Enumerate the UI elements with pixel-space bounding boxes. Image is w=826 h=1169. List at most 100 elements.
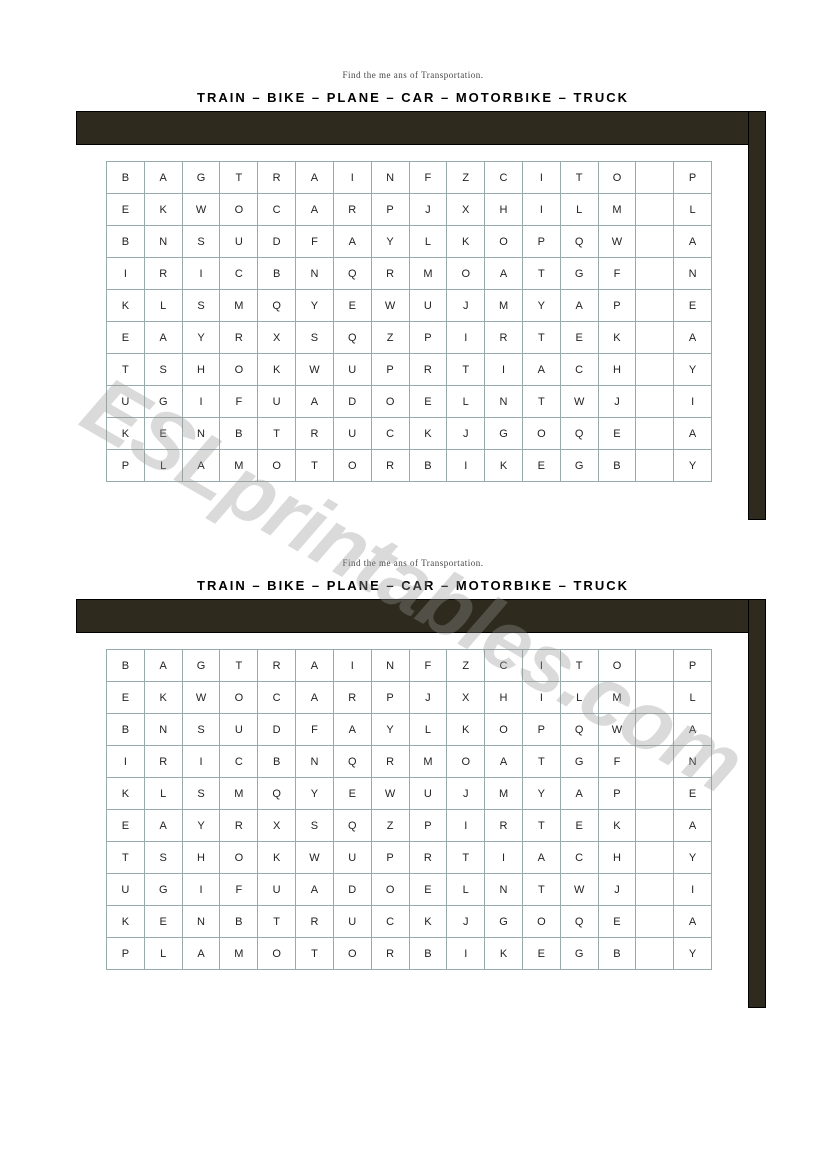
- grid-cell: Q: [258, 778, 296, 810]
- grid-cell: T: [560, 650, 598, 682]
- grid-cell: C: [220, 258, 258, 290]
- grid-cell: L: [144, 290, 182, 322]
- grid-cell: J: [598, 874, 636, 906]
- grid-cell: K: [107, 906, 145, 938]
- instruction-text: Find the me ans of Transportation.: [90, 558, 736, 568]
- grid-cell: K: [258, 842, 296, 874]
- grid-cell: B: [598, 938, 636, 970]
- grid-cell: Y: [522, 290, 560, 322]
- grid-cell: L: [560, 682, 598, 714]
- grid-cell: R: [409, 842, 447, 874]
- grid-cell: B: [258, 746, 296, 778]
- instruction-text: Find the me ans of Transportation.: [90, 70, 736, 80]
- grid-cell: E: [107, 810, 145, 842]
- grid-cell: F: [220, 874, 258, 906]
- grid-cell: K: [107, 418, 145, 450]
- grid-cell: E: [560, 322, 598, 354]
- grid-cell: P: [674, 650, 712, 682]
- grid-cell: K: [447, 226, 485, 258]
- grid-cell: I: [333, 650, 371, 682]
- grid-cell: J: [447, 290, 485, 322]
- grid-cell: O: [371, 386, 409, 418]
- grid-cell: N: [296, 258, 334, 290]
- grid-cell: W: [182, 682, 220, 714]
- grid-cell: S: [296, 810, 334, 842]
- grid-cell: W: [560, 386, 598, 418]
- grid-cell: N: [371, 650, 409, 682]
- grid-cell: P: [107, 450, 145, 482]
- grid-cell: C: [258, 682, 296, 714]
- grid-cell: Q: [333, 322, 371, 354]
- grid-cell: H: [485, 194, 523, 226]
- puzzle-block-1: Find the me ans of Transportation. TRAIN…: [90, 558, 736, 986]
- grid-cell: E: [598, 418, 636, 450]
- grid-cell: A: [674, 906, 712, 938]
- grid-cell: I: [107, 258, 145, 290]
- grid-cell: M: [485, 290, 523, 322]
- grid-cell: W: [296, 354, 334, 386]
- word-list: TRAIN – BIKE – PLANE – CAR – MOTORBIKE –…: [90, 90, 736, 105]
- grid-cell: N: [296, 746, 334, 778]
- grid-cell: E: [560, 810, 598, 842]
- grid-cell: [636, 906, 674, 938]
- grid-cell: P: [371, 354, 409, 386]
- grid-cell: O: [371, 874, 409, 906]
- grid-cell: M: [598, 194, 636, 226]
- grid-cell: S: [182, 290, 220, 322]
- grid-cell: K: [485, 450, 523, 482]
- grid-cell: F: [409, 162, 447, 194]
- grid-cell: C: [220, 746, 258, 778]
- grid-cell: F: [220, 386, 258, 418]
- grid-cell: Z: [371, 810, 409, 842]
- grid-cell: W: [371, 778, 409, 810]
- grid-cell: W: [560, 874, 598, 906]
- grid-cell: R: [220, 322, 258, 354]
- grid-cell: F: [409, 650, 447, 682]
- grid-cell: I: [522, 162, 560, 194]
- grid-cell: T: [258, 906, 296, 938]
- grid-cell: G: [560, 746, 598, 778]
- grid-cell: Y: [296, 290, 334, 322]
- grid-cell: O: [333, 938, 371, 970]
- grid-cell: R: [371, 746, 409, 778]
- grid-cell: K: [409, 906, 447, 938]
- grid-cell: S: [182, 778, 220, 810]
- grid-cell: R: [409, 354, 447, 386]
- grid-cell: [636, 746, 674, 778]
- grid-cell: B: [107, 714, 145, 746]
- grid-cell: A: [144, 810, 182, 842]
- grid-cell: G: [144, 874, 182, 906]
- grid-cell: T: [522, 386, 560, 418]
- grid-cell: K: [144, 194, 182, 226]
- grid-cell: K: [447, 714, 485, 746]
- grid-cell: Z: [447, 650, 485, 682]
- grid-cell: E: [144, 418, 182, 450]
- grid-cell: G: [485, 906, 523, 938]
- grid-cell: P: [371, 682, 409, 714]
- page-content: Find the me ans of Transportation. TRAIN…: [0, 0, 826, 1086]
- grid-cell: K: [598, 810, 636, 842]
- grid-cell: B: [409, 938, 447, 970]
- grid-cell: G: [182, 162, 220, 194]
- grid-cell: H: [182, 842, 220, 874]
- grid-cell: Q: [333, 746, 371, 778]
- grid-cell: O: [333, 450, 371, 482]
- grid-cell: U: [258, 386, 296, 418]
- grid-cell: T: [296, 450, 334, 482]
- grid-cell: M: [409, 746, 447, 778]
- grid-cell: Z: [371, 322, 409, 354]
- grid-cell: U: [220, 226, 258, 258]
- grid-cell: Q: [258, 290, 296, 322]
- grid-cell: F: [296, 714, 334, 746]
- grid-cell: O: [258, 450, 296, 482]
- grid-cell: Y: [674, 842, 712, 874]
- grid-cell: U: [409, 778, 447, 810]
- grid-cell: O: [598, 650, 636, 682]
- grid-cell: I: [485, 354, 523, 386]
- grid-cell: A: [296, 874, 334, 906]
- grid-cell: I: [182, 386, 220, 418]
- grid-cell: F: [598, 258, 636, 290]
- grid-cell: A: [485, 746, 523, 778]
- grid-cell: T: [220, 162, 258, 194]
- grid-cell: K: [144, 682, 182, 714]
